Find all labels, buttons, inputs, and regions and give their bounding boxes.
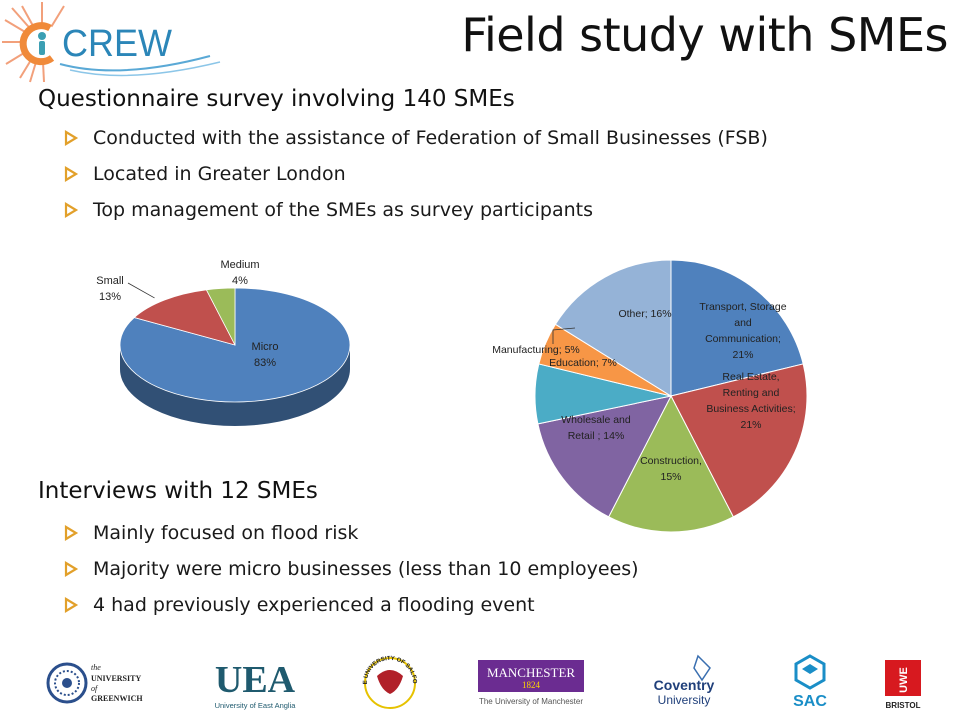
- greenwich-logo: the UNIVERSITY of GREENWICH: [46, 662, 143, 704]
- arrow-bullet-icon: [64, 130, 79, 146]
- c-letter-icon: [19, 22, 55, 66]
- leader-line-manufacturing: [552, 327, 576, 344]
- coventry-logo: Coventry University: [654, 654, 715, 707]
- pie-slice-construction: [608, 394, 734, 533]
- pie-slice-wholesale-and-retail: [537, 395, 672, 518]
- logo-text: CREW: [62, 23, 172, 65]
- uwe-bristol-logo: UWE BRISTOL: [885, 660, 921, 710]
- bullet-text: 4 had previously experienced a flooding …: [93, 594, 535, 616]
- bullet-text: Conducted with the assistance of Federat…: [93, 127, 768, 149]
- arrow-bullet-icon: [64, 597, 79, 613]
- svg-text:1824: 1824: [522, 680, 541, 690]
- data-label-micro-name: Micro: [252, 341, 279, 353]
- arrow-bullet-icon: [64, 561, 79, 577]
- svg-text:The University of Manchester: The University of Manchester: [479, 697, 583, 706]
- pie-slice-side-micro: [120, 345, 350, 426]
- svg-text:of: of: [91, 684, 99, 693]
- svg-text:UNIVERSITY: UNIVERSITY: [91, 674, 141, 683]
- data-label-real-estate-renting-and-business-activities: Real Estate, Renting and Business Activiti…: [706, 371, 795, 431]
- leader-line-small: [127, 282, 155, 299]
- data-label-education: Education; 7%: [549, 357, 617, 369]
- bullet-text: Located in Greater London: [93, 163, 346, 185]
- wave-icon: [59, 55, 211, 72]
- uea-logo: UEA University of East Anglia: [215, 659, 297, 710]
- firm-size-pie-chart: Micro 83% Small 13% Medium 4%: [96, 259, 351, 426]
- interviews-heading: Interviews with 12 SMEs: [38, 478, 318, 504]
- partner-logos: the UNIVERSITY of GREENWICH UEA Universi…: [0, 650, 960, 720]
- slide-title: Field study with SMEs: [461, 8, 948, 62]
- svg-text:Coventry: Coventry: [654, 677, 715, 693]
- data-label-transport-storage-and-communication: Transport, Storage and Communication; 21%: [699, 301, 786, 361]
- data-label-small-name: Small: [96, 275, 124, 287]
- svg-text:University of East Anglia: University of East Anglia: [215, 701, 297, 710]
- pie-slice-medium: [205, 287, 236, 346]
- data-label-medium-value: 4%: [232, 275, 248, 287]
- data-label-wholesale-and-retail: Wholesale and Retail ; 14%: [561, 414, 631, 442]
- pie-slice-other: [554, 259, 672, 397]
- data-label-micro-value: 83%: [254, 357, 276, 369]
- arrow-bullet-icon: [64, 166, 79, 182]
- svg-text:MANCHESTER: MANCHESTER: [487, 665, 575, 680]
- salford-logo: THE UNIVERSITY OF SALFORD: [355, 650, 417, 709]
- sector-pie-chart: Transport, Storage and Communication; 21% Re…: [492, 259, 808, 533]
- bullet-text: Majority were micro businesses (less tha…: [93, 558, 639, 580]
- arrow-bullet-icon: [64, 202, 79, 218]
- bullet-text: Top management of the SMEs as survey par…: [93, 199, 594, 221]
- data-label-small-value: 13%: [99, 291, 121, 303]
- svg-text:UWE: UWE: [898, 667, 910, 693]
- pie-slice-real-estate-renting-and-business-activities: [670, 363, 808, 518]
- svg-text:BRISTOL: BRISTOL: [886, 701, 921, 710]
- svg-text:GREENWICH: GREENWICH: [91, 694, 143, 703]
- pie-slice-small: [133, 289, 236, 346]
- data-label-manufacturing: Manufacturing; 5%: [492, 344, 580, 356]
- svg-text:UEA: UEA: [215, 659, 296, 701]
- arrow-bullet-icon: [64, 525, 79, 541]
- manchester-logo: MANCHESTER 1824 The University of Manche…: [478, 660, 584, 706]
- pie-slice-transport-storage-and-communication: [670, 259, 804, 397]
- sac-logo: SAC: [793, 654, 827, 710]
- data-label-construction: Construction, 15%: [640, 455, 702, 483]
- data-label-medium-name: Medium: [220, 259, 259, 271]
- data-label-other: Other; 16%: [618, 308, 671, 320]
- survey-heading: Questionnaire survey involving 140 SMEs: [38, 86, 515, 112]
- crew-logo: CREW: [2, 2, 221, 83]
- svg-text:SAC: SAC: [793, 693, 827, 710]
- svg-text:University: University: [658, 693, 711, 707]
- bullet-text: Mainly focused on flood risk: [93, 522, 359, 544]
- svg-text:the: the: [91, 663, 101, 672]
